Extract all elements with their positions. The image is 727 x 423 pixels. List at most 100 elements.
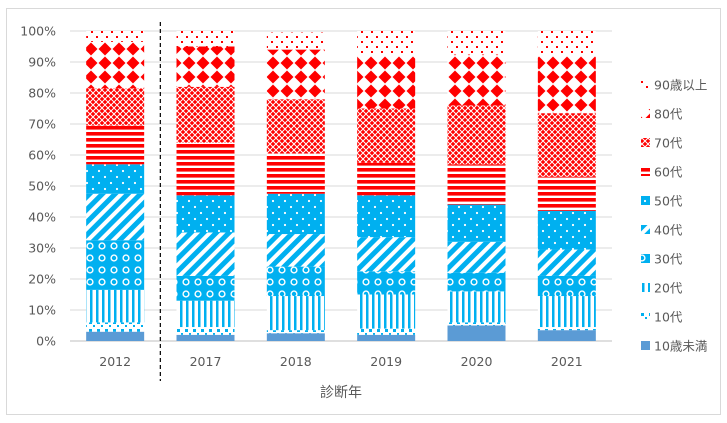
bar-segment-2017-s6 [176,142,235,196]
y-tick-label: 30% [28,241,56,256]
bar-segment-2019-s7 [357,108,416,163]
bar-segment-2020-s6 [447,164,506,205]
x-tick-label: 2021 [551,354,583,369]
y-tick-label: 80% [28,86,56,101]
bar-segment-2021-s1 [537,327,596,331]
bar-segment-2012-s9 [86,31,145,42]
legend-label: 90歳以上 [654,78,707,93]
bar-segment-2019-s9 [357,31,416,56]
x-tick-label: 2017 [190,354,222,369]
bar-stacks [86,31,596,341]
bar-segment-2017-s7 [176,86,235,143]
bar-segment-2012-s1 [86,322,145,332]
legend-swatch [641,283,650,292]
bar-segment-2018-s0 [266,333,325,341]
bar-segment-2017-s4 [176,232,235,276]
legend-swatch [641,167,650,176]
bar-segment-2018-s3 [266,266,325,297]
y-tick-label: 60% [28,148,56,163]
legend: 90歳以上 80代 70代 60代 50代 40代 30代 20代 10代 10歳未満 [641,78,707,354]
bar-segment-2018-s5 [266,193,325,235]
bar-segment-2021-s2 [537,296,596,328]
legend-label: 50代 [654,194,683,209]
bar-segment-2021-s9 [537,31,596,56]
bar-stack-2020 [447,31,506,341]
legend-item: 90歳以上 [641,78,707,93]
bar-segment-2017-s3 [176,275,235,301]
bar-segment-2021-s4 [537,249,596,276]
bar-segment-2020-s5 [447,204,506,242]
bar-segment-2021-s5 [537,210,596,250]
y-tick-label: 40% [28,210,56,225]
bar-segment-2021-s3 [537,275,596,297]
bar-stack-2019 [357,31,416,341]
legend-swatch [641,109,650,118]
x-tick-label: 2012 [99,354,131,369]
bar-segment-2021-s7 [537,113,596,177]
bar-segment-2020-s4 [447,241,506,273]
bar-segment-2018-s7 [266,99,325,154]
x-axis-title: 診断年 [320,385,362,401]
bar-segment-2012-s6 [86,125,145,165]
bar-segment-2012-s0 [86,331,145,341]
bar-segment-2021-s0 [537,330,596,341]
bar-segment-2018-s2 [266,296,325,331]
bar-segment-2020-s0 [447,325,506,341]
bar-stack-2021 [537,31,596,341]
legend-label: 20代 [654,281,683,296]
legend-item: 50代 [641,194,683,209]
bar-segment-2012-s7 [86,88,145,126]
legend-item: 80代 [641,107,683,122]
bar-segment-2017-s8 [176,46,235,87]
bar-segment-2018-s1 [266,330,325,334]
legend-swatch [641,341,650,350]
y-tick-label: 90% [28,55,56,70]
bar-stack-2018 [266,32,325,341]
bar-segment-2017-s2 [176,300,235,328]
legend-item: 10歳未満 [641,339,707,354]
bar-segment-2020-s8 [447,54,506,106]
bar-stack-2012 [86,31,145,341]
x-tick-label: 2019 [370,354,402,369]
bar-segment-2019-s0 [357,334,416,341]
bar-segment-2019-s1 [357,328,416,335]
legend-swatch [641,312,650,321]
bar-segment-2017-s9 [176,31,235,47]
bar-segment-2019-s4 [357,237,416,272]
legend-label: 10歳未満 [654,339,707,354]
x-tick-label: 2020 [461,354,493,369]
x-axis-ticks: 2012 2017 2018 2019 2020 2021 [99,354,582,369]
bar-segment-2020-s3 [447,272,506,292]
legend-swatch [641,138,650,147]
legend-swatch [641,196,650,205]
bar-segment-2018-s6 [266,153,325,194]
bar-segment-2019-s2 [357,294,416,329]
y-tick-label: 70% [28,117,56,132]
bar-segment-2017-s1 [176,327,235,335]
legend-label: 40代 [654,223,683,238]
x-tick-label: 2018 [280,354,312,369]
bar-segment-2017-s0 [176,334,235,341]
legend-item: 70代 [641,136,683,151]
legend-label: 30代 [654,252,683,267]
legend-label: 70代 [654,136,683,151]
bar-segment-2012-s2 [86,289,145,323]
legend-swatch [641,254,650,263]
legend-swatch [641,80,650,89]
bar-segment-2020-s2 [447,291,506,323]
bar-segment-2012-s8 [86,41,145,89]
bar-segment-2017-s5 [176,195,235,233]
legend-swatch [641,225,650,234]
bar-segment-2019-s5 [357,195,416,238]
y-tick-label: 50% [28,179,56,194]
bar-segment-2012-s3 [86,240,145,290]
bar-segment-2020-s9 [447,31,506,55]
legend-item: 60代 [641,165,683,180]
legend-label: 10代 [654,310,683,325]
legend-label: 60代 [654,165,683,180]
bar-segment-2021-s8 [537,55,596,114]
bar-segment-2018-s8 [266,49,325,100]
bar-segment-2019-s3 [357,271,416,295]
bar-segment-2021-s6 [537,176,596,211]
